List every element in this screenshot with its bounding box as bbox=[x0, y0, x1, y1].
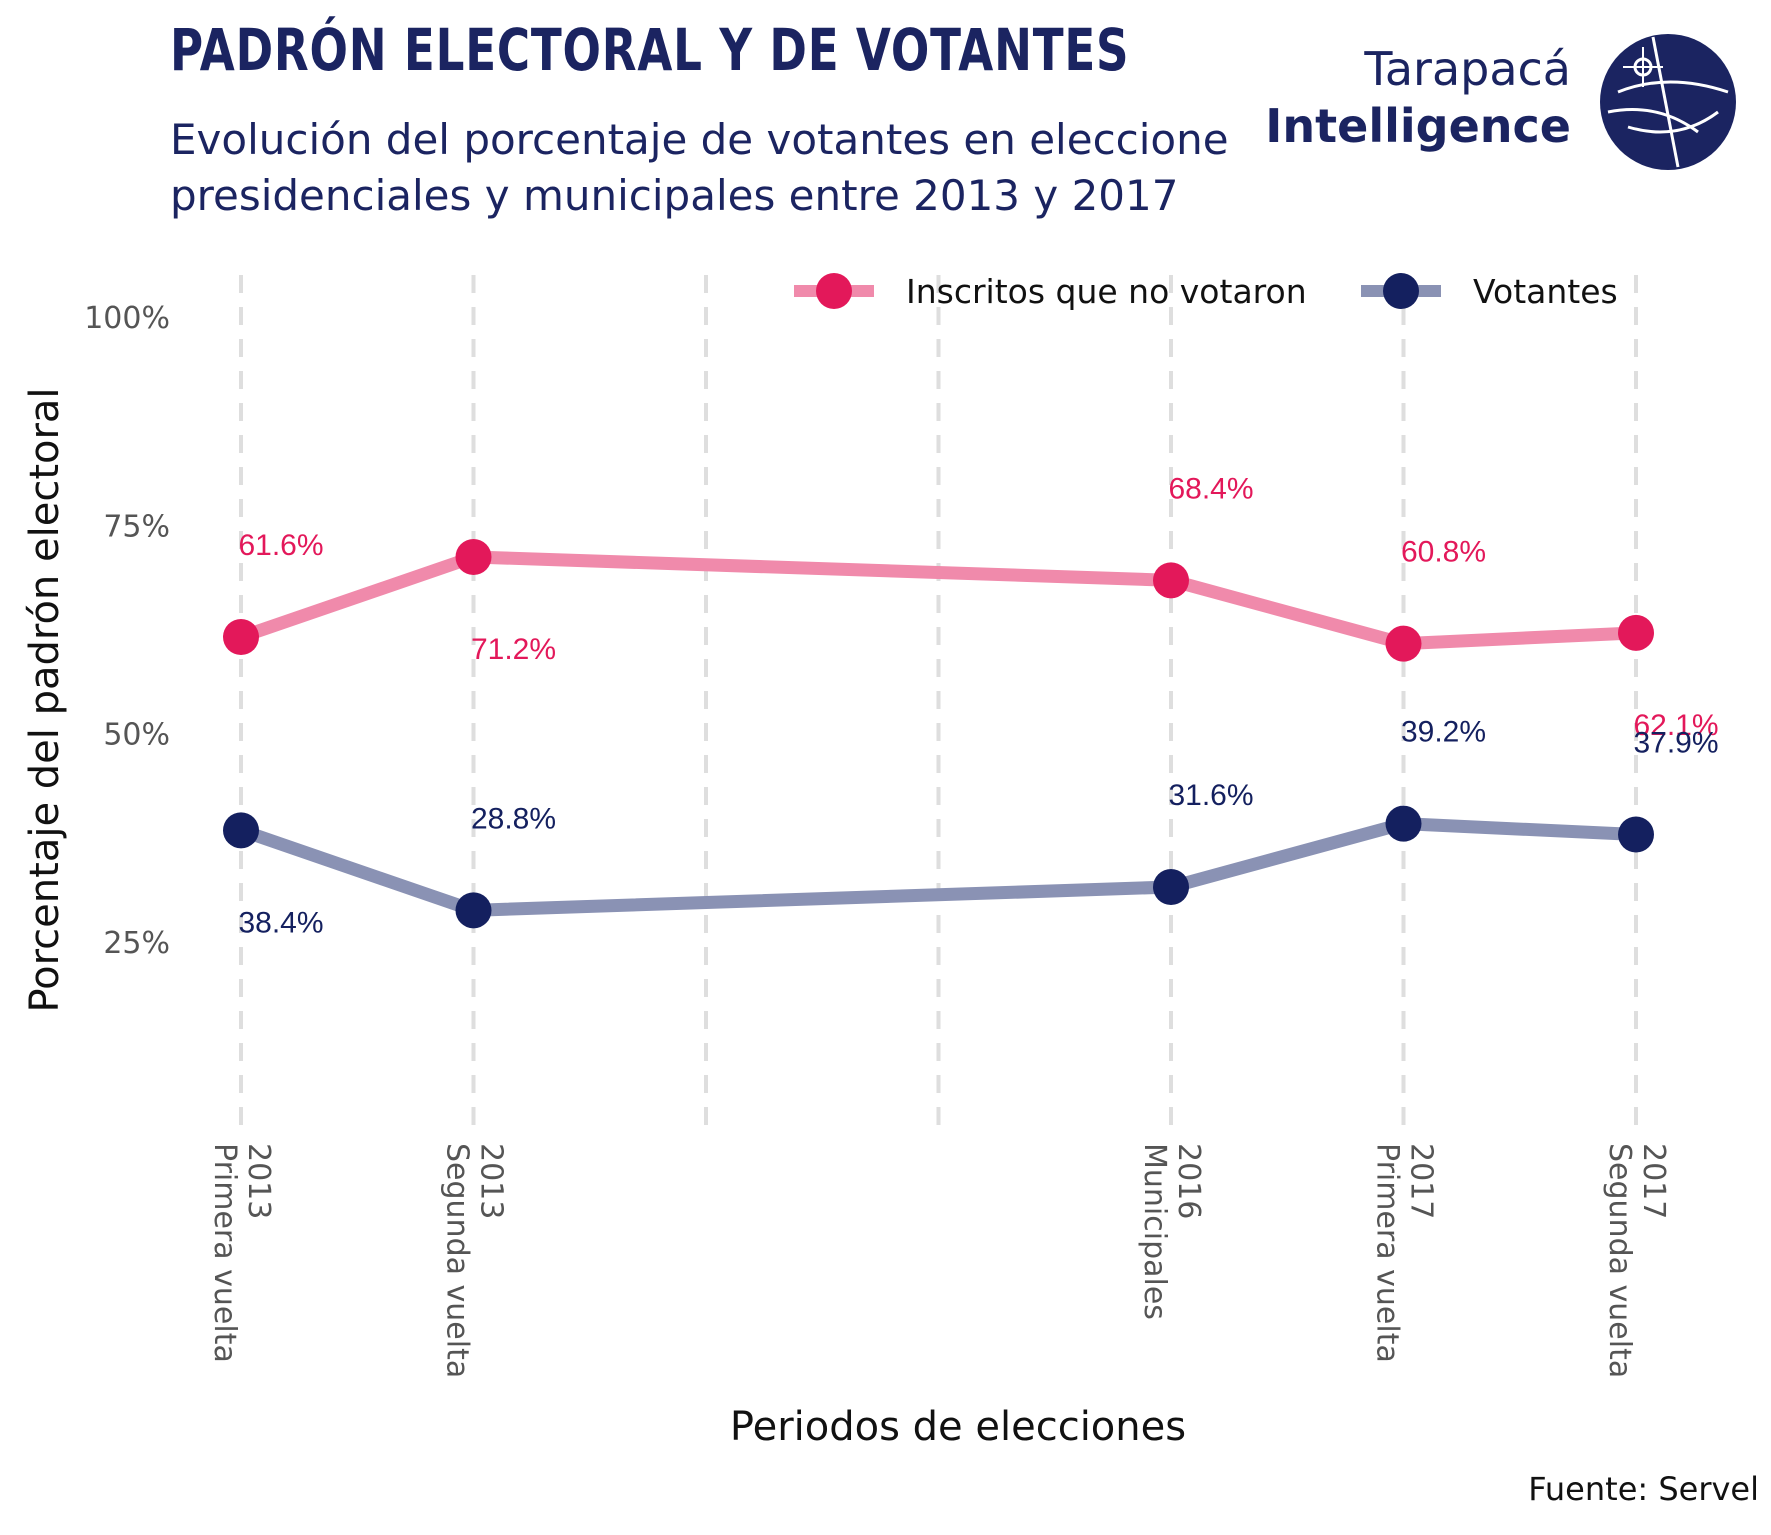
logo-line-1: Tarapacá bbox=[1364, 42, 1571, 96]
data-label: 60.8% bbox=[1401, 536, 1486, 569]
x-tick-year: 2017 bbox=[1404, 1143, 1439, 1219]
x-tick-year: 2016 bbox=[1171, 1143, 1206, 1219]
legend-label: Inscritos que no votaron bbox=[906, 272, 1307, 311]
data-label: 28.8% bbox=[471, 802, 556, 835]
y-tick-label: 75% bbox=[103, 509, 170, 544]
logo-line-2: Intelligence bbox=[1265, 99, 1571, 153]
data-point bbox=[1385, 805, 1422, 842]
legend-label: Votantes bbox=[1473, 272, 1618, 311]
data-label: 61.6% bbox=[238, 529, 323, 562]
data-label: 62.1% bbox=[1633, 709, 1718, 742]
data-point bbox=[223, 812, 259, 849]
subtitle-line-1: Evolución del porcentaje de votantes en … bbox=[170, 115, 1229, 164]
source-note: Fuente: Servel bbox=[1528, 1470, 1759, 1508]
y-axis-title: Porcentaje del padrón electoral bbox=[22, 387, 68, 1012]
data-point bbox=[1618, 816, 1654, 853]
y-tick-label: 25% bbox=[103, 926, 170, 961]
x-tick-name: Primera vuelta bbox=[207, 1143, 242, 1363]
chart-subtitle: Evolución del porcentaje de votantes en … bbox=[170, 112, 1270, 224]
x-tick-year: 2013 bbox=[241, 1143, 276, 1219]
globe-logo-icon bbox=[1600, 34, 1736, 170]
x-tick-name: Municipales bbox=[1137, 1143, 1172, 1320]
x-tick-year: 2017 bbox=[1636, 1143, 1671, 1219]
data-label: 71.2% bbox=[471, 633, 556, 666]
data-label: 31.6% bbox=[1168, 779, 1253, 812]
data-point bbox=[455, 892, 492, 929]
y-tick-label: 100% bbox=[84, 301, 170, 336]
data-point bbox=[1153, 562, 1189, 599]
y-axis-ticks: 25% 50% 75% 100% bbox=[84, 301, 170, 961]
data-point bbox=[1153, 869, 1189, 905]
data-point bbox=[223, 619, 259, 655]
series-lines bbox=[223, 539, 1654, 929]
brand-logo-text: Tarapacá Intelligence bbox=[1265, 40, 1571, 154]
x-tick-year: 2013 bbox=[474, 1143, 509, 1219]
legend-swatch-point bbox=[816, 273, 852, 309]
data-point bbox=[455, 539, 492, 575]
y-tick-label: 50% bbox=[103, 718, 170, 753]
x-tick-name: Segunda vuelta bbox=[440, 1143, 475, 1378]
data-label: 38.4% bbox=[238, 906, 323, 939]
data-point bbox=[1385, 625, 1422, 662]
legend-swatch-point bbox=[1383, 273, 1419, 309]
data-labels: 61.6% 71.2% 68.4% 60.8% 62.1% 38.4% 28.8% 31.6%… bbox=[238, 472, 1718, 939]
x-tick-name: Primera vuelta bbox=[1370, 1143, 1405, 1363]
data-label: 37.9% bbox=[1633, 727, 1718, 760]
subtitle-line-2: presidenciales y municipales entre 2013 … bbox=[170, 171, 1179, 220]
x-axis-title: Periodos de elecciones bbox=[730, 1404, 1186, 1450]
gridlines bbox=[239, 275, 1638, 1137]
data-label: 39.2% bbox=[1401, 716, 1486, 749]
data-label: 68.4% bbox=[1168, 472, 1253, 505]
x-tick-name: Segunda vuelta bbox=[1602, 1143, 1637, 1378]
data-point bbox=[1618, 614, 1654, 651]
legend: Inscritos que no votaron Votantes bbox=[794, 272, 1618, 311]
chart-title: PADRÓN ELECTORAL Y DE VOTANTES bbox=[170, 16, 1130, 84]
